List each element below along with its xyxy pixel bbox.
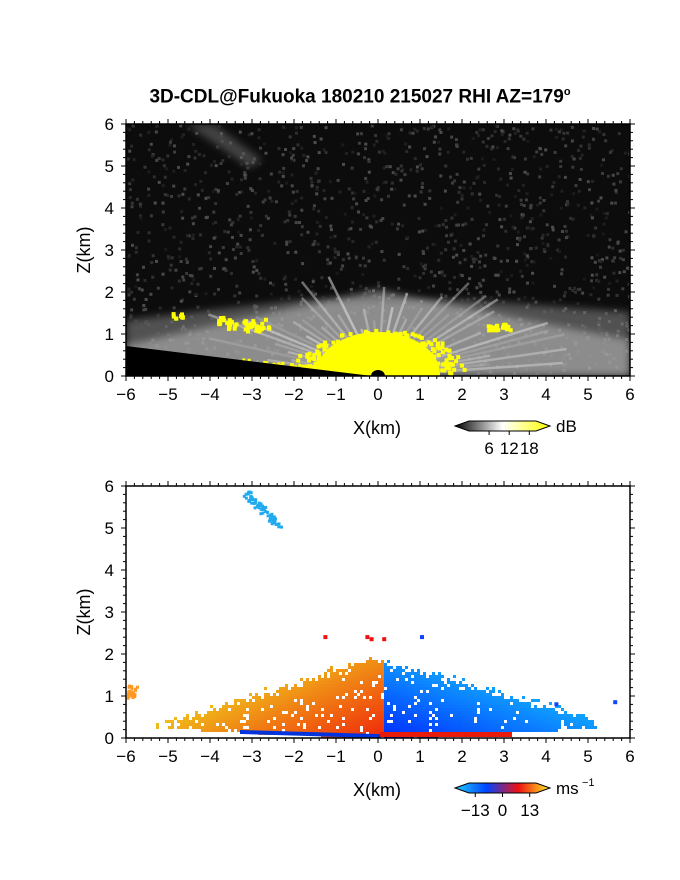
x-tick-label: −3 [242,747,261,766]
x-tick-label: −4 [200,385,219,404]
y-axis-label: Z(km) [74,227,94,274]
ground-blank [126,346,372,376]
x-tick-label: 5 [583,385,592,404]
x-tick-label: 1 [415,385,424,404]
colorbar-bar [453,420,552,432]
x-tick-label: 2 [457,747,466,766]
x-tick-label: 2 [457,385,466,404]
colorbar-unit: ms [556,779,579,798]
x-tick-label: 6 [625,747,634,766]
saturated-echo [171,312,513,376]
x-tick-label: −2 [284,385,303,404]
colorbar-tick-label: 0 [498,801,507,820]
y-tick-label: 2 [105,645,114,664]
upper-echo [186,124,262,168]
colorbar-tick-label: 12 [500,439,519,458]
y-tick-label: 3 [105,603,114,622]
x-tick-label: −6 [116,385,135,404]
x-tick-label: −1 [326,385,345,404]
x-tick-label: −2 [284,747,303,766]
colorbar-tick-label: 6 [484,439,493,458]
x-tick-label: 3 [499,747,508,766]
velocity-cells [156,635,618,738]
y-tick-label: 1 [105,687,114,706]
colorbar-bar [453,782,552,794]
reflectivity-field [126,124,630,376]
colorbar-tick-label: 18 [520,439,539,458]
y-tick-label: 6 [105,477,114,496]
x-tick-label: −6 [116,747,135,766]
colorbar-tick-label: −13 [461,801,490,820]
velocity-field [126,486,630,738]
y-tick-label: 5 [105,157,114,176]
page-title: 3D-CDL@Fukuoka 180210 215027 RHI AZ=179o [149,86,571,108]
near-ground [240,730,512,738]
colorbar-unit-exponent: −1 [582,777,595,789]
y-tick-label: 2 [105,283,114,302]
x-tick-label: 1 [415,747,424,766]
x-axis-label: X(km) [353,780,401,800]
x-tick-label: 4 [541,385,550,404]
x-tick-label: 6 [625,385,634,404]
radar-site [371,370,385,376]
x-tick-label: −5 [158,385,177,404]
x-tick-label: 0 [373,747,382,766]
colorbar: ms −1 −13 0 13 [453,777,595,820]
upper-echo [126,490,283,700]
x-tick-label: 3 [499,385,508,404]
x-tick-label: −3 [242,385,261,404]
y-axis-label: Z(km) [74,589,94,636]
colorbar-tick-label: 13 [520,801,539,820]
colorbar-unit: dB [556,417,577,436]
y-tick-label: 0 [105,729,114,748]
x-tick-label: −5 [158,747,177,766]
x-axis-label: X(km) [353,418,401,438]
colorbar: dB 6 12 18 [453,417,577,458]
y-tick-label: 4 [105,199,114,218]
axes: −6 −5 −4 −3 −2 −1 0 1 2 3 4 5 6 0 1 2 3 4 5 6 X(km) Z(km) [74,477,635,800]
y-tick-label: 5 [105,519,114,538]
x-tick-label: 0 [373,385,382,404]
y-tick-label: 3 [105,241,114,260]
x-tick-label: 4 [541,747,550,766]
x-tick-label: 5 [583,747,592,766]
y-tick-label: 1 [105,325,114,344]
axes: −6 −5 −4 −3 −2 −1 0 1 2 3 4 5 6 0 1 2 3 4 5 6 X(km) Z(km) [74,115,635,438]
y-tick-label: 4 [105,561,114,580]
y-tick-label: 6 [105,115,114,134]
y-tick-label: 0 [105,367,114,386]
x-tick-label: −1 [326,747,345,766]
x-tick-label: −4 [200,747,219,766]
